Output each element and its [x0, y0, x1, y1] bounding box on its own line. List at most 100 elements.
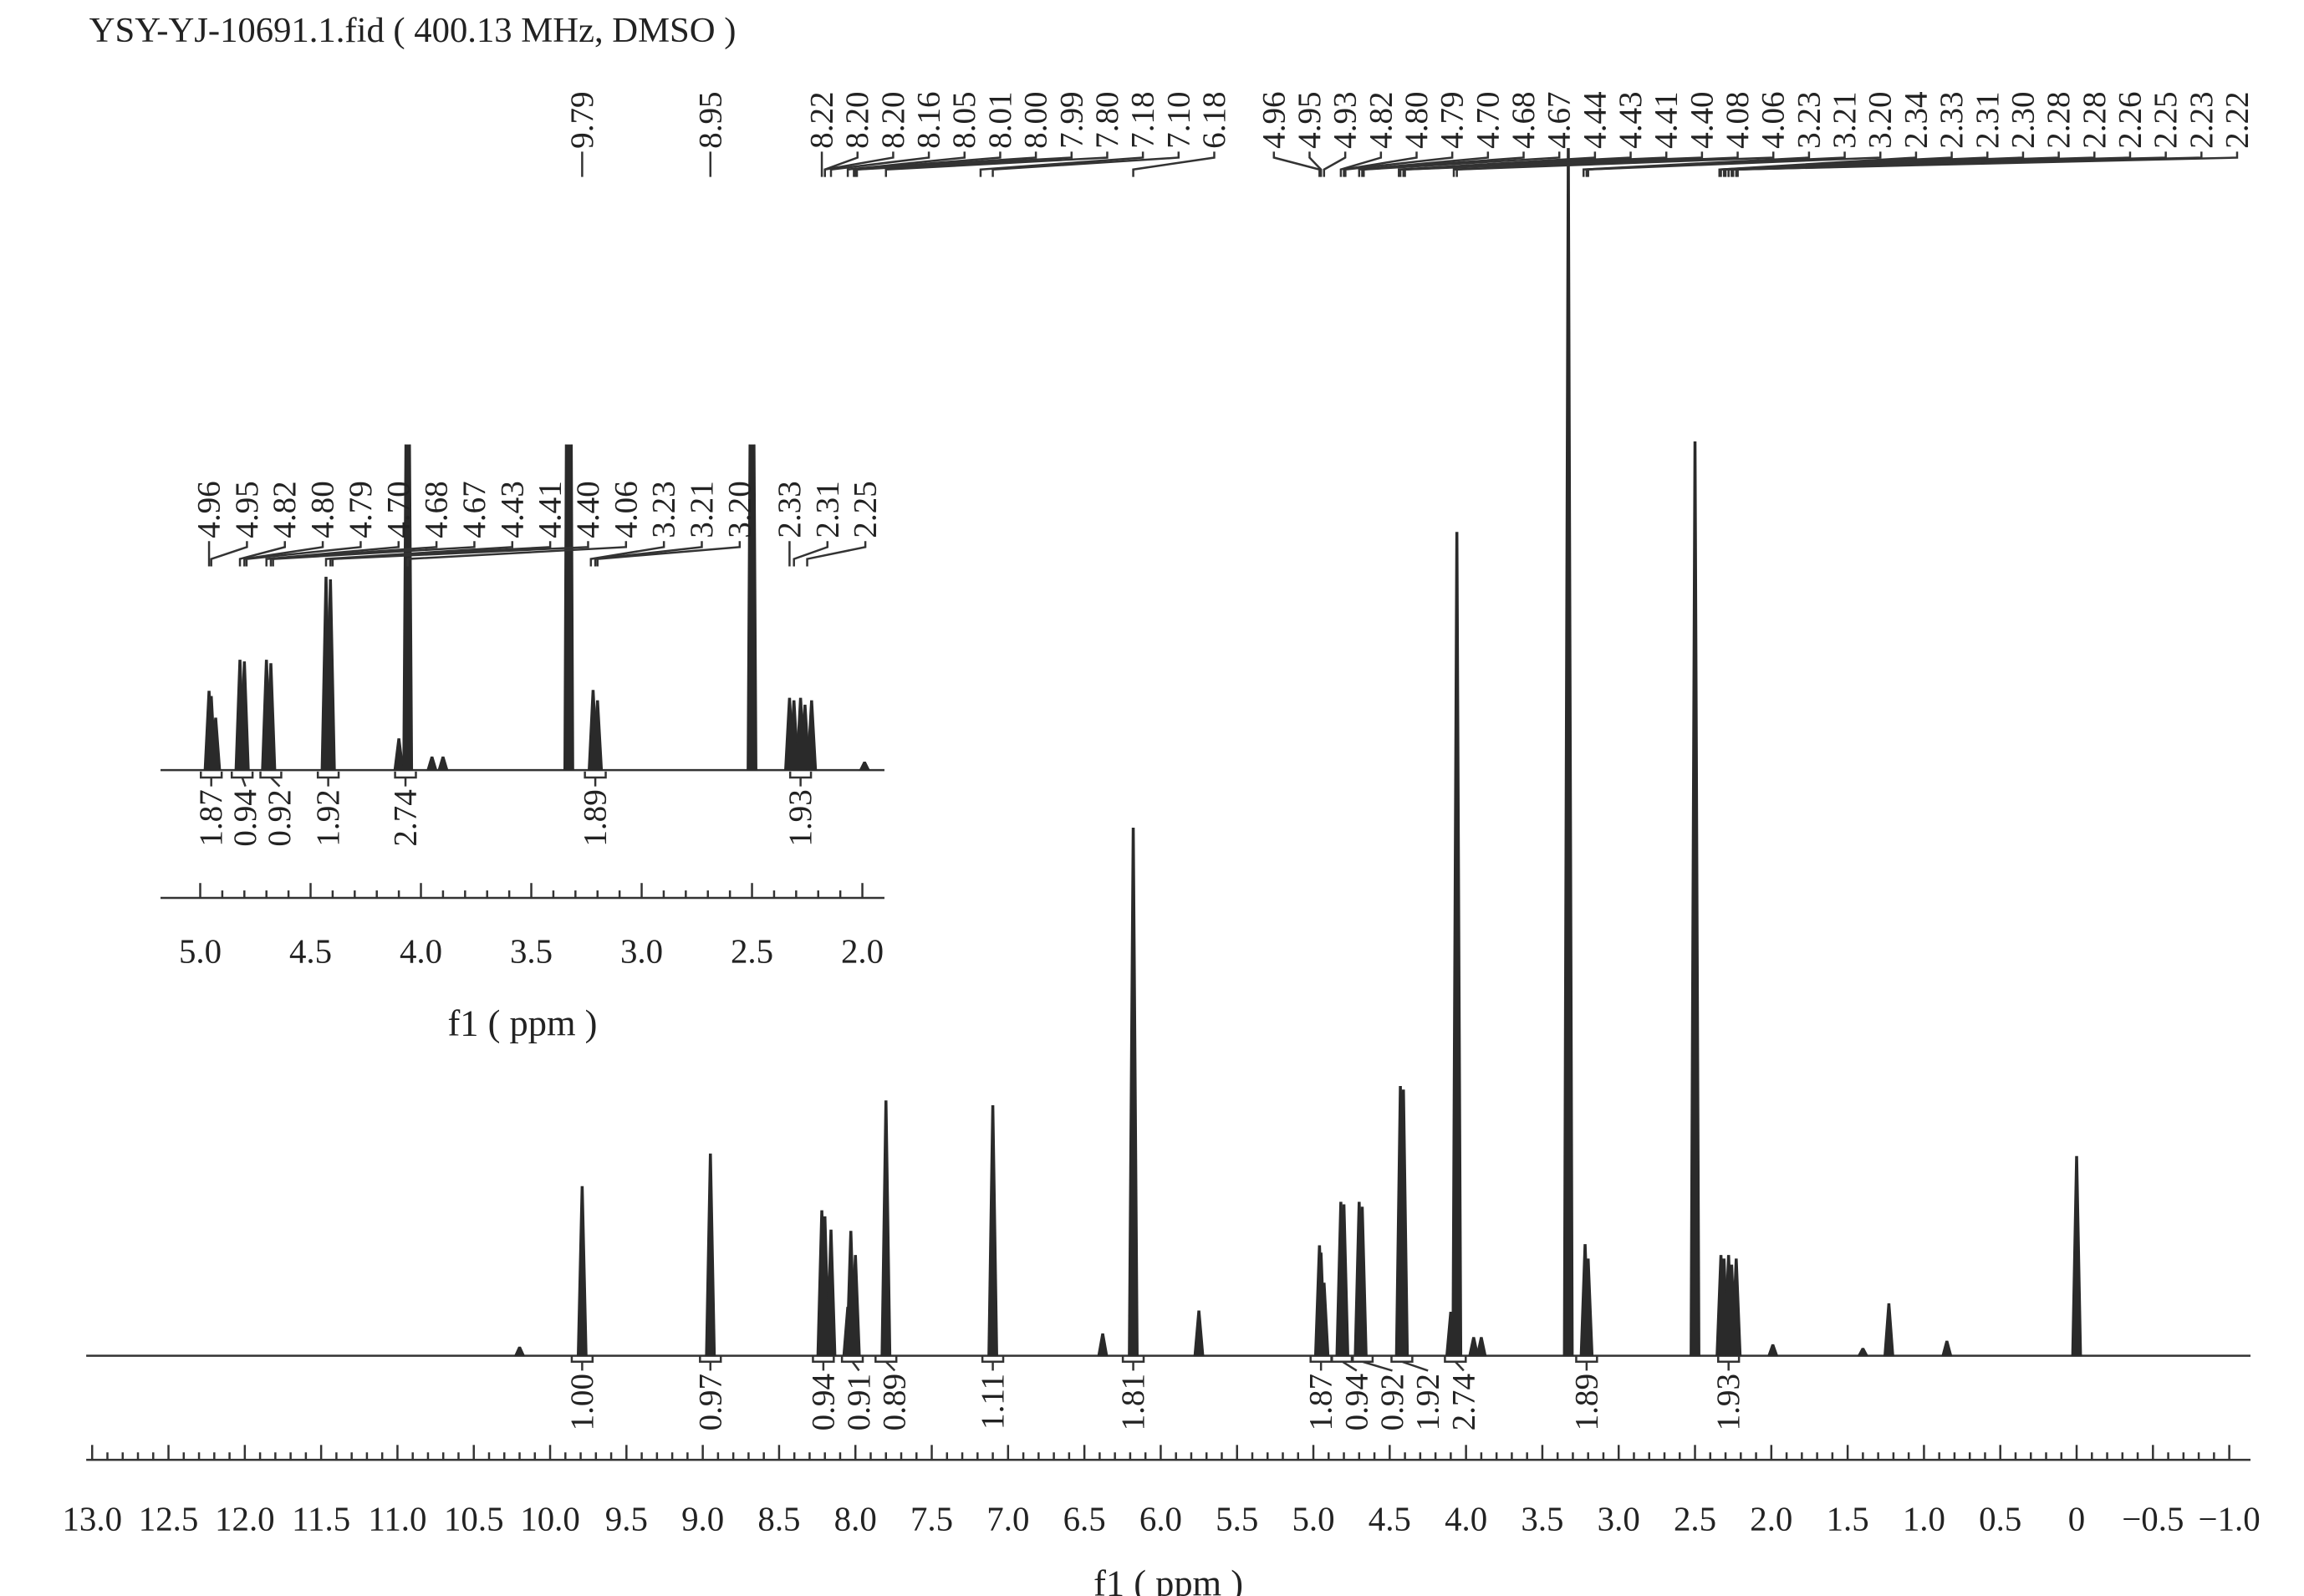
integral-label: 0.94 [805, 1374, 841, 1430]
peak [265, 663, 277, 771]
peak-label: 4.95 [1292, 91, 1328, 148]
peak-label-connector [265, 541, 400, 567]
peak [1318, 1282, 1330, 1357]
peak [402, 444, 414, 771]
peak-label: 9.79 [564, 91, 600, 148]
peak-label-connector [793, 541, 829, 567]
integral-bracket [230, 771, 254, 779]
peak [806, 700, 818, 771]
peak [705, 1153, 716, 1357]
peak-label-connector [1455, 151, 1775, 177]
integral-label: 1.89 [1568, 1374, 1604, 1430]
peak [426, 756, 438, 771]
peak-label-connector [245, 541, 362, 567]
x-tick-label: 1.0 [1903, 1501, 1945, 1538]
peak-label: 4.79 [343, 481, 379, 538]
peak-label: 4.06 [608, 481, 644, 538]
peak-label: 4.40 [1684, 91, 1720, 148]
peak-label: 2.28 [2077, 91, 2113, 148]
integral-bracket [788, 771, 813, 779]
peak [592, 700, 604, 771]
x-tick-label: 3.5 [510, 932, 553, 970]
peak-label: 4.43 [494, 481, 530, 538]
integral-label: 0.97 [692, 1374, 728, 1430]
peak-label-connector [1363, 151, 1561, 177]
peak [238, 661, 250, 771]
peak [1766, 1344, 1779, 1357]
peak-label: 4.44 [1577, 91, 1613, 148]
peak-label: 4.95 [229, 481, 265, 538]
x-tick-label: 8.5 [757, 1501, 800, 1538]
x-tick-label: 10.0 [520, 1501, 580, 1538]
peak-label: 4.80 [305, 481, 341, 538]
peak-label-connector [1344, 151, 1454, 177]
peak-label: 7.18 [1125, 91, 1161, 148]
peak-label: 2.28 [2041, 91, 2077, 148]
integral-connector [270, 777, 281, 788]
peak-label: 4.70 [380, 481, 416, 538]
peak-label: 7.99 [1053, 91, 1089, 148]
integral-label: 1.92 [310, 789, 346, 846]
peak-label-connector [594, 541, 703, 567]
integral-label: 0.92 [262, 789, 298, 846]
peak [880, 1100, 892, 1357]
x-tick-label: 3.5 [1521, 1501, 1563, 1538]
x-tick-label: 0 [2068, 1501, 2085, 1538]
peak-label: 4.08 [1720, 91, 1756, 148]
peak-label: 3.23 [646, 481, 682, 538]
peak [513, 1346, 526, 1357]
integral-connector [1342, 1360, 1358, 1372]
peak-label-connector [846, 151, 966, 177]
peak [1562, 148, 1574, 1357]
integral-label: 1.81 [1115, 1374, 1151, 1430]
spectrum [161, 444, 884, 772]
peak-label-connector [324, 541, 514, 567]
peak [1338, 1204, 1349, 1357]
peak [1583, 1258, 1594, 1357]
peak-label: 4.96 [191, 481, 227, 538]
peak-label: 2.31 [1970, 91, 2006, 148]
x-tick-label: 0.5 [1979, 1501, 2021, 1538]
integral-connector [241, 777, 247, 788]
x-tick-label: 1.5 [1827, 1501, 1869, 1538]
x-tick-label: 3.0 [1598, 1501, 1640, 1538]
peak-label: 8.01 [982, 91, 1018, 148]
peak-label: 8.22 [804, 91, 840, 148]
peak [1097, 1333, 1109, 1357]
peak-label: 4.67 [1542, 91, 1578, 148]
peak-label-connector [238, 541, 286, 567]
peak [1731, 1258, 1742, 1357]
peak-label: 7.80 [1089, 91, 1125, 148]
x-tick-label: 4.0 [1445, 1501, 1487, 1538]
peak [1398, 1089, 1409, 1357]
peak-label-connector [1343, 151, 1418, 177]
peak [987, 1105, 998, 1357]
peak-label: 3.21 [684, 481, 720, 538]
peak [1468, 1337, 1480, 1357]
integral-bracket [584, 771, 607, 779]
peak-label: 4.43 [1613, 91, 1649, 148]
peak-label: 8.95 [692, 91, 728, 148]
integral-connector [1401, 1360, 1429, 1372]
peak-label: 8.20 [839, 91, 875, 148]
peak [210, 717, 222, 771]
peak [2071, 1155, 2082, 1357]
integral-label: 0.94 [1338, 1374, 1374, 1430]
integral-label: 1.00 [564, 1374, 600, 1430]
chart-title: YSY-YJ-10691.1.fid ( 400.13 MHz, DMSO ) [89, 11, 737, 50]
integral-label: 1.11 [975, 1374, 1011, 1430]
x-tick-label: 10.5 [444, 1501, 504, 1538]
x-tick-label: 8.0 [834, 1501, 877, 1538]
integral-label: 0.91 [841, 1374, 877, 1430]
peak-label-connector [1272, 151, 1321, 177]
peak-label-connector [884, 151, 1109, 177]
peak-label-connector [979, 151, 1144, 177]
peak-label-connector [1358, 151, 1490, 177]
x-tick-label: 12.5 [139, 1501, 199, 1538]
peak-label: 4.41 [533, 481, 568, 538]
peak-label-connector [1308, 151, 1323, 177]
peak-label-connector [1587, 151, 1882, 177]
peak [1128, 827, 1139, 1357]
peak-label: 4.41 [1649, 91, 1685, 148]
